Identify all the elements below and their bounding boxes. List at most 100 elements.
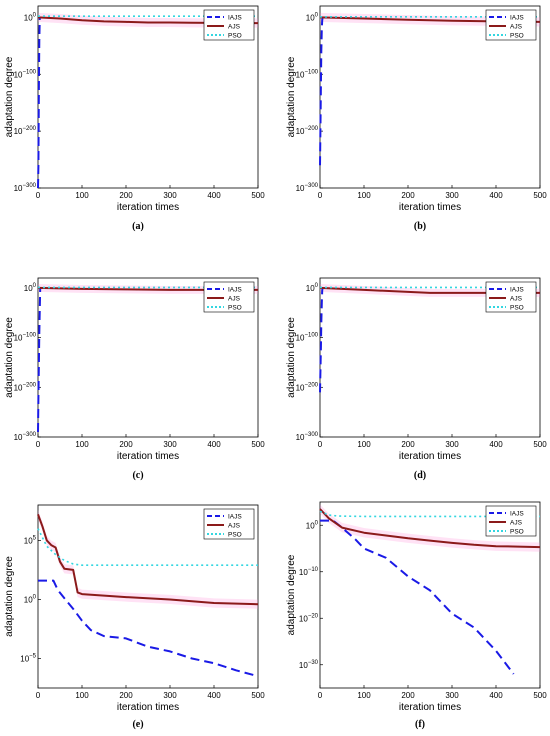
legend-label-ajs: AJS xyxy=(510,296,523,303)
x-tick-label: 300 xyxy=(445,191,459,200)
y-tick-label: 105 xyxy=(24,535,37,545)
y-tick-label: 10−30 xyxy=(299,660,319,670)
x-tick-label: 500 xyxy=(533,191,547,200)
legend-label-pso: PSO xyxy=(510,305,524,312)
y-tick-label: 10−200 xyxy=(296,126,319,136)
x-tick-label: 500 xyxy=(251,691,265,700)
chart-panel-e: 0 100 200 300 400 500 105 100 10−5 IAJS AJS PSO iter… xyxy=(4,504,265,730)
legend-label-iajs: IAJS xyxy=(510,511,524,518)
series-line-ajs xyxy=(37,514,259,606)
x-tick-label: 400 xyxy=(489,691,503,700)
panel-caption: (d) xyxy=(414,470,426,481)
x-tick-label: 500 xyxy=(251,440,265,449)
x-axis-label: iteration times xyxy=(117,451,179,462)
y-tick-label: 10−100 xyxy=(296,69,319,79)
x-tick-label: 400 xyxy=(207,440,221,449)
y-tick-label: 10−300 xyxy=(296,432,319,442)
y-tick-label: 10−100 xyxy=(14,69,37,79)
x-tick-label: 400 xyxy=(207,691,221,700)
legend-label-pso: PSO xyxy=(228,532,242,539)
y-tick-label: 100 xyxy=(306,283,319,293)
x-tick-label: 200 xyxy=(401,440,415,449)
x-tick-label: 100 xyxy=(357,191,371,200)
chart-panel-c: 0 100 200 300 400 500 100 10−100 10−200 10−300 IAJ… xyxy=(4,277,265,481)
x-tick-label: 200 xyxy=(119,440,133,449)
y-tick-label: 10−100 xyxy=(14,333,37,343)
legend-label-iajs: IAJS xyxy=(228,287,242,294)
series-line-iajs xyxy=(319,17,324,166)
x-tick-label: 0 xyxy=(318,691,323,700)
x-tick-label: 100 xyxy=(75,191,89,200)
x-tick-label: 100 xyxy=(357,691,371,700)
y-tick-label: 100 xyxy=(24,283,37,293)
x-tick-label: 200 xyxy=(401,191,415,200)
y-tick-label: 10−10 xyxy=(299,567,319,577)
x-tick-label: 500 xyxy=(533,440,547,449)
x-axis-label: iteration times xyxy=(399,451,461,462)
series-line-ajs xyxy=(319,508,541,549)
legend-label-ajs: AJS xyxy=(228,296,241,303)
chart-panel-a: 0 100 200 300 400 500 100 10−100 10−200 10−300 IAJ… xyxy=(4,5,265,232)
legend: IAJS AJS PSO xyxy=(485,281,537,313)
y-tick-label: 10−300 xyxy=(296,183,319,193)
x-tick-label: 0 xyxy=(36,440,41,449)
legend-label-pso: PSO xyxy=(228,305,242,312)
x-tick-label: 100 xyxy=(75,440,89,449)
y-tick-label: 100 xyxy=(24,12,37,22)
x-tick-label: 0 xyxy=(36,191,41,200)
panel-caption: (b) xyxy=(414,221,426,232)
y-axis-label: adaptation degree xyxy=(286,56,297,137)
y-axis-label: adaptation degree xyxy=(4,317,15,398)
legend: IAJS AJS PSO xyxy=(203,508,255,540)
legend: IAJS AJS PSO xyxy=(203,9,255,41)
chart-panel-d: 0 100 200 300 400 500 100 10−100 10−200 10−300 IAJ… xyxy=(286,277,547,481)
legend: IAJS AJS PSO xyxy=(485,505,537,537)
y-tick-label: 10−200 xyxy=(14,382,37,392)
x-tick-label: 500 xyxy=(533,691,547,700)
panel-caption: (a) xyxy=(132,221,144,232)
x-tick-label: 400 xyxy=(489,191,503,200)
x-tick-label: 300 xyxy=(163,691,177,700)
legend-label-iajs: IAJS xyxy=(228,15,242,22)
x-tick-label: 200 xyxy=(401,691,415,700)
y-tick-label: 10−5 xyxy=(20,653,36,663)
series-line-iajs xyxy=(38,579,259,678)
series-line-iajs xyxy=(319,287,324,393)
y-tick-label: 10−20 xyxy=(299,613,319,623)
x-axis-label: iteration times xyxy=(399,202,461,213)
x-tick-label: 300 xyxy=(163,191,177,200)
legend-label-pso: PSO xyxy=(510,529,524,536)
legend-label-pso: PSO xyxy=(510,33,524,40)
x-tick-label: 300 xyxy=(445,691,459,700)
x-axis-label: iteration times xyxy=(117,202,179,213)
y-axis-label: adaptation degree xyxy=(286,317,297,398)
legend-label-iajs: IAJS xyxy=(228,514,242,521)
series-line-pso xyxy=(37,528,258,566)
legend-label-pso: PSO xyxy=(228,33,242,40)
legend-label-iajs: IAJS xyxy=(510,287,524,294)
x-axis-label: iteration times xyxy=(399,702,461,713)
x-tick-label: 100 xyxy=(75,691,89,700)
legend-label-ajs: AJS xyxy=(228,523,241,530)
legend-label-ajs: AJS xyxy=(510,24,523,31)
x-tick-label: 0 xyxy=(318,440,323,449)
series-line-iajs xyxy=(37,17,41,189)
y-axis-label: adaptation degree xyxy=(4,556,15,637)
series-line-iajs xyxy=(37,287,42,433)
y-tick-label: 10−300 xyxy=(14,183,37,193)
legend: IAJS AJS PSO xyxy=(203,281,255,313)
panel-caption: (e) xyxy=(132,719,143,730)
panel-caption: (f) xyxy=(415,719,425,730)
y-axis-label: adaptation degree xyxy=(4,56,15,137)
x-tick-label: 400 xyxy=(207,191,221,200)
x-tick-label: 500 xyxy=(251,191,265,200)
x-tick-label: 0 xyxy=(318,191,323,200)
x-tick-label: 200 xyxy=(119,691,133,700)
y-tick-label: 100 xyxy=(306,12,319,22)
y-tick-label: 10−300 xyxy=(14,432,37,442)
y-tick-label: 10−200 xyxy=(14,126,37,136)
legend: IAJS AJS PSO xyxy=(485,9,537,41)
y-tick-label: 10−100 xyxy=(296,333,319,343)
x-tick-label: 300 xyxy=(445,440,459,449)
